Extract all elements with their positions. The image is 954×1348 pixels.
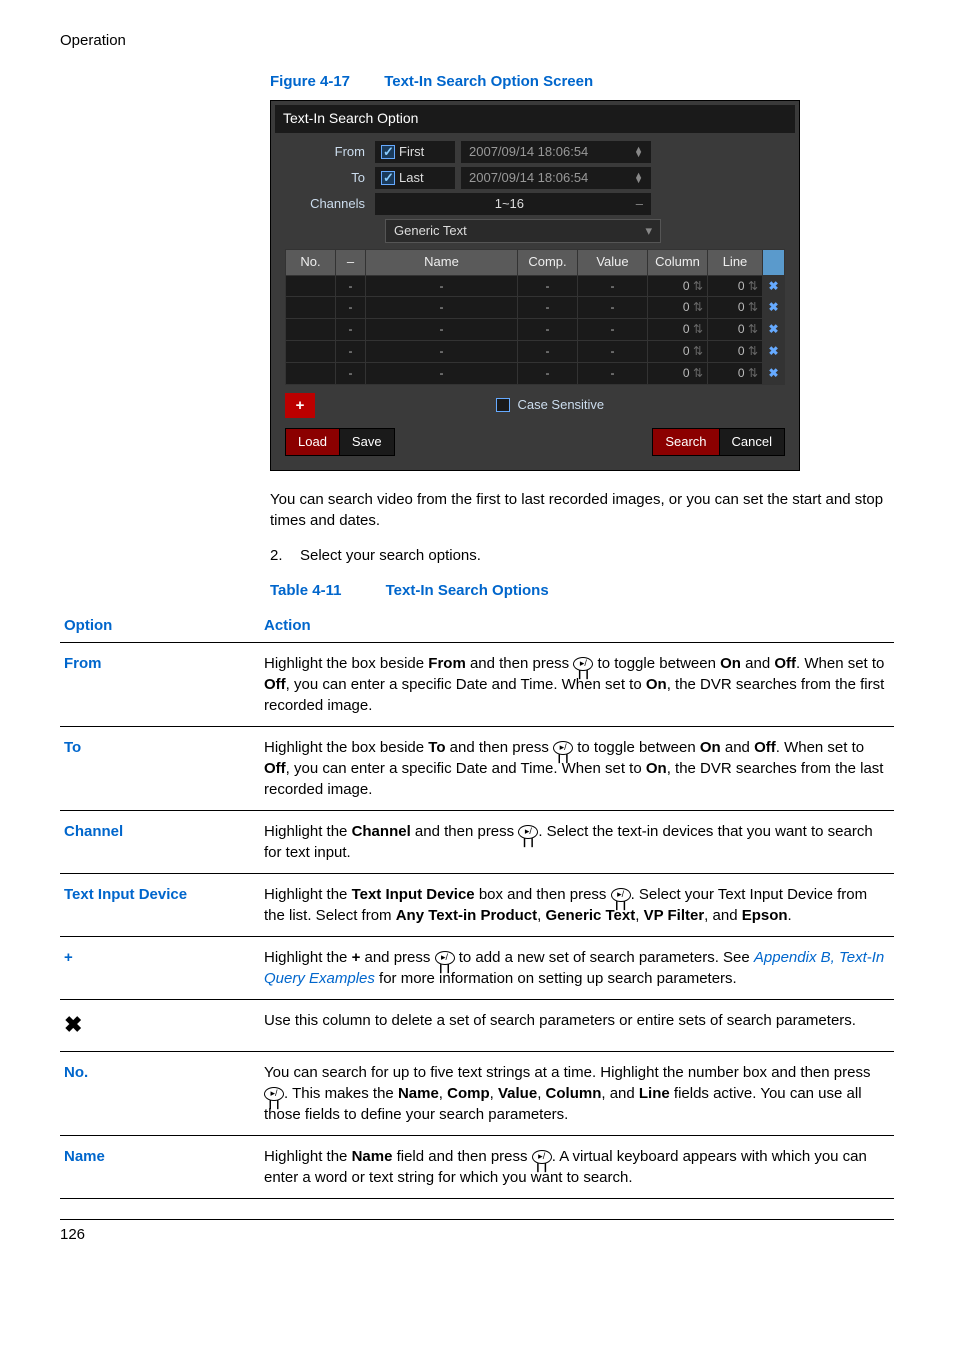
search-params-table: No. – Name Comp. Value Column Line ----0… (285, 249, 785, 384)
table-row[interactable]: ----0 ⇅0 ⇅✖ (286, 297, 785, 319)
option-name: Name (60, 1135, 260, 1198)
case-sensitive-label: Case Sensitive (517, 397, 604, 412)
to-label: To (285, 169, 375, 187)
to-date-field[interactable]: 2007/09/14 18:06:54 ▲▼ (461, 167, 651, 189)
action-x: Use this column to delete a set of searc… (260, 999, 894, 1051)
case-sensitive-checkbox[interactable]: Case Sensitive (315, 396, 785, 414)
save-button[interactable]: Save (339, 428, 395, 456)
figure-caption: Figure 4-17 Text-In Search Option Screen (270, 71, 894, 92)
from-date-field[interactable]: 2007/09/14 18:06:54 ▲▼ (461, 141, 651, 163)
step-text: Select your search options. (300, 545, 481, 566)
enter-icon: ▸/❙❙ (553, 741, 573, 755)
last-checkbox[interactable]: Last (375, 167, 455, 189)
page-footer: 126 (60, 1219, 894, 1245)
option-channel: Channel (60, 810, 260, 873)
action-to: Highlight the box beside To and then pre… (260, 726, 894, 810)
enter-icon: ▸/❙❙ (611, 888, 631, 902)
enter-icon: ▸/❙❙ (264, 1087, 284, 1101)
add-row-button[interactable]: + (285, 393, 315, 418)
from-label: From (285, 143, 375, 161)
step-number: 2. (270, 545, 300, 566)
action-channel: Highlight the Channel and then press ▸/❙… (260, 810, 894, 873)
option-header: Option (60, 609, 260, 643)
col-no: No. (286, 250, 336, 275)
col-comp: Comp. (518, 250, 578, 275)
channels-field[interactable]: 1~16– (375, 193, 651, 215)
col-delete (763, 250, 785, 275)
table-number: Table 4-11 (270, 582, 341, 599)
paragraph: You can search video from the first to l… (270, 489, 894, 531)
enter-icon: ▸/❙❙ (532, 1150, 552, 1164)
table-row[interactable]: ----0 ⇅0 ⇅✖ (286, 275, 785, 297)
from-date-value: 2007/09/14 18:06:54 (469, 143, 588, 161)
generic-text-dropdown[interactable]: Generic Text▾ (385, 219, 661, 243)
action-plus: Highlight the + and press ▸/❙❙ to add a … (260, 936, 894, 999)
page-header: Operation (60, 30, 894, 51)
search-button[interactable]: Search (652, 428, 719, 456)
action-header: Action (260, 609, 894, 643)
options-table: Option Action From Highlight the box bes… (60, 609, 894, 1199)
step-item: 2. Select your search options. (270, 545, 894, 566)
action-no: You can search for up to five text strin… (260, 1051, 894, 1135)
option-x: ✖ (60, 999, 260, 1051)
table-row[interactable]: ----0 ⇅0 ⇅✖ (286, 362, 785, 384)
col-line: Line (708, 250, 763, 275)
last-label: Last (399, 169, 424, 187)
table-title: Text-In Search Options (386, 582, 549, 599)
dialog-title: Text-In Search Option (275, 105, 795, 133)
to-date-value: 2007/09/14 18:06:54 (469, 169, 588, 187)
cancel-button[interactable]: Cancel (719, 428, 785, 456)
enter-icon: ▸/❙❙ (573, 657, 593, 671)
action-from: Highlight the box beside From and then p… (260, 642, 894, 726)
channels-value: 1~16 (495, 195, 524, 213)
table-caption: Table 4-11 Text-In Search Options (270, 580, 894, 601)
generic-text-label: Generic Text (394, 222, 467, 240)
enter-icon: ▸/❙❙ (518, 825, 538, 839)
first-checkbox[interactable]: First (375, 141, 455, 163)
col-dash: – (336, 250, 366, 275)
figure-number: Figure 4-17 (270, 73, 350, 90)
table-row[interactable]: ----0 ⇅0 ⇅✖ (286, 340, 785, 362)
x-icon: ✖ (64, 1012, 82, 1037)
option-plus: + (60, 936, 260, 999)
channels-label: Channels (285, 195, 375, 213)
table-row[interactable]: ----0 ⇅0 ⇅✖ (286, 319, 785, 341)
page-number: 126 (60, 1226, 85, 1243)
spinner-icon[interactable]: ▲▼ (634, 173, 643, 183)
load-button[interactable]: Load (285, 428, 340, 456)
col-name: Name (366, 250, 518, 275)
option-no: No. (60, 1051, 260, 1135)
textin-search-dialog: Text-In Search Option From First 2007/09… (270, 100, 800, 471)
action-tid: Highlight the Text Input Device box and … (260, 873, 894, 936)
col-column: Column (648, 250, 708, 275)
option-text-input-device: Text Input Device (60, 873, 260, 936)
enter-icon: ▸/❙❙ (435, 951, 455, 965)
spinner-icon[interactable]: ▲▼ (634, 147, 643, 157)
option-to: To (60, 726, 260, 810)
first-label: First (399, 143, 424, 161)
option-from: From (60, 642, 260, 726)
col-value: Value (578, 250, 648, 275)
figure-title: Text-In Search Option Screen (384, 73, 593, 90)
action-name: Highlight the Name field and then press … (260, 1135, 894, 1198)
